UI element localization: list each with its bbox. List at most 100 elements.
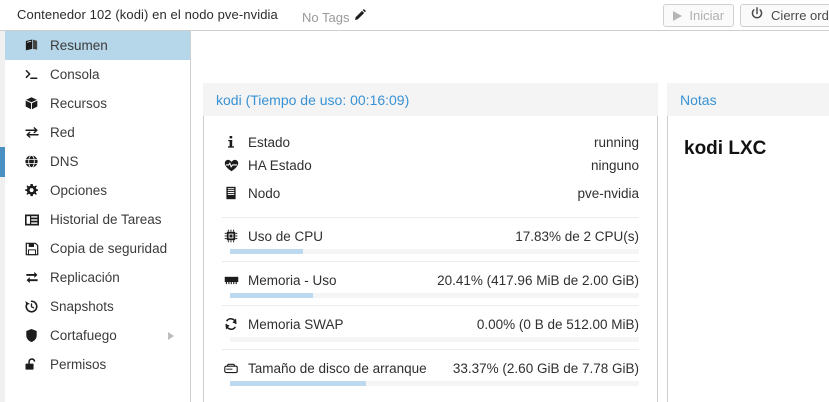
sidebar-item-snapshots[interactable]: Snapshots (5, 292, 190, 321)
usage-row-cpu: Uso de CPU 17.83% de 2 CPU(s) (222, 226, 639, 246)
toolbar-buttons: Iniciar Cierre ordenado (663, 4, 829, 27)
usage-row-memoria: Memoria - Uso 20.41% (417.96 MiB de 2.00… (222, 270, 639, 290)
heart-icon (222, 159, 240, 172)
status-row-value: pve-nvidia (577, 185, 639, 201)
sidebar-item-recursos[interactable]: Recursos (5, 89, 190, 118)
swap-progress-bar (230, 337, 639, 342)
usage-row-swap: Memoria SWAP 0.00% (0 B de 512.00 MiB) (222, 314, 639, 334)
status-row-nodo: Nodo pve-nvidia (222, 183, 639, 203)
status-row-label: HA Estado (248, 157, 312, 173)
info-icon (222, 135, 240, 149)
network-icon (23, 125, 40, 140)
sidebar-item-label: Red (50, 125, 75, 140)
chevron-right-icon (168, 331, 174, 340)
shield-icon (23, 328, 40, 343)
content-area: kodi (Tiempo de uso: 00:16:09) Estado r (192, 31, 829, 402)
sidebar-item-consola[interactable]: Consola (5, 60, 190, 89)
list-icon (23, 213, 40, 227)
replicate-icon (23, 270, 40, 285)
row-divider (222, 217, 639, 218)
cube-icon (23, 96, 40, 111)
usage-row-value: 33.37% (2.60 GiB de 7.78 GiB) (452, 360, 639, 376)
status-row-value: running (593, 134, 639, 150)
row-divider (222, 261, 639, 262)
sidebar-item-opciones[interactable]: Opciones (5, 176, 190, 205)
tags-label: No Tags (302, 9, 350, 25)
server-icon (222, 186, 240, 200)
usage-row-value: 17.83% de 2 CPU(s) (515, 228, 639, 244)
sidebar-item-label: Consola (50, 67, 100, 82)
sidebar-item-label: DNS (50, 154, 79, 169)
breadcrumb: Contenedor 102 (kodi) en el nodo pve-nvi… (17, 7, 278, 22)
sidebar-item-dns[interactable]: DNS (5, 147, 190, 176)
shutdown-button[interactable]: Cierre ordenado (740, 4, 829, 27)
disk-progress-fill (230, 381, 367, 386)
sidebar-item-historial-de-tareas[interactable]: Historial de Tareas (5, 205, 190, 234)
row-divider (222, 305, 639, 306)
sidebar-item-resumen[interactable]: Resumen (5, 31, 190, 60)
sidebar-item-label: Recursos (50, 96, 108, 111)
sidebar-item-label: Opciones (50, 183, 108, 198)
notes-content: kodi LXC (684, 138, 767, 159)
hdd-icon (222, 363, 240, 374)
tags-area[interactable]: No Tags (302, 8, 367, 26)
start-button[interactable]: Iniciar (663, 4, 735, 27)
unlock-icon (23, 357, 40, 372)
status-panel-body: Estado running HA Estado ninguno (203, 116, 658, 402)
status-row-estado: Estado running (222, 132, 639, 152)
status-row-label: Nodo (248, 185, 281, 201)
notes-panel-title: Notas (680, 91, 717, 108)
start-button-label: Iniciar (689, 8, 725, 23)
sidebar-item-copia-de-seguridad[interactable]: Copia de seguridad (5, 234, 190, 263)
status-panel-header: kodi (Tiempo de uso: 00:16:09) (203, 83, 658, 116)
splitter-accent (0, 147, 5, 177)
status-row-value: ninguno (590, 157, 639, 173)
cpu-icon (222, 229, 240, 243)
notes-panel-header: Notas (667, 83, 829, 116)
status-panel-title: kodi (Tiempo de uso: 00:16:09) (216, 91, 410, 108)
usage-row-label: Memoria - Uso (248, 272, 337, 288)
usage-row-label: Memoria SWAP (248, 316, 344, 332)
sidebar-item-red[interactable]: Red (5, 118, 190, 147)
cpu-progress-bar (230, 249, 639, 254)
panel-splitter[interactable] (0, 31, 5, 402)
terminal-icon (23, 67, 40, 82)
sidebar-item-label: Snapshots (50, 299, 114, 314)
sidebar-item-label: Cortafuego (50, 328, 117, 343)
floppy-icon (23, 242, 40, 256)
history-icon (23, 299, 40, 314)
sidebar-item-cortafuego[interactable]: Cortafuego (5, 321, 190, 350)
usage-row-label: Tamaño de disco de arranque (248, 360, 427, 376)
globe-icon (23, 154, 40, 169)
notes-panel-body[interactable]: kodi LXC (667, 116, 829, 402)
status-panel: kodi (Tiempo de uso: 00:16:09) Estado r (203, 83, 658, 402)
status-row-label: Estado (248, 134, 291, 150)
sidebar-item-label: Permisos (50, 357, 107, 372)
power-icon (750, 7, 764, 24)
row-divider (222, 349, 639, 350)
cpu-progress-fill (230, 249, 303, 254)
pencil-icon[interactable] (354, 8, 367, 26)
memory-icon (222, 274, 240, 286)
memory-progress-bar (230, 293, 639, 298)
status-row-ha-estado: HA Estado ninguno (222, 155, 639, 175)
gear-icon (23, 183, 40, 198)
memory-progress-fill (230, 293, 314, 298)
top-toolbar: Contenedor 102 (kodi) en el nodo pve-nvi… (0, 0, 829, 31)
sidebar-item-label: Replicación (50, 270, 120, 285)
shutdown-button-label: Cierre ordenado (771, 8, 829, 23)
sidebar-item-label: Historial de Tareas (50, 212, 162, 227)
sidebar-nav: Resumen Consola Recursos (5, 31, 191, 402)
usage-row-disco: Tamaño de disco de arranque 33.37% (2.60… (222, 358, 639, 378)
sidebar-item-replicacion[interactable]: Replicación (5, 263, 190, 292)
usage-row-value: 0.00% (0 B de 512.00 MiB) (476, 316, 639, 332)
sidebar-item-label: Resumen (50, 38, 108, 53)
usage-row-value: 20.41% (417.96 MiB de 2.00 GiB) (437, 272, 639, 288)
notes-panel: Notas kodi LXC (667, 83, 829, 402)
sidebar-item-label: Copia de seguridad (50, 241, 168, 256)
book-icon (23, 38, 40, 53)
usage-row-label: Uso de CPU (248, 228, 324, 244)
sidebar-item-permisos[interactable]: Permisos (5, 350, 190, 379)
disk-progress-bar (230, 381, 639, 386)
